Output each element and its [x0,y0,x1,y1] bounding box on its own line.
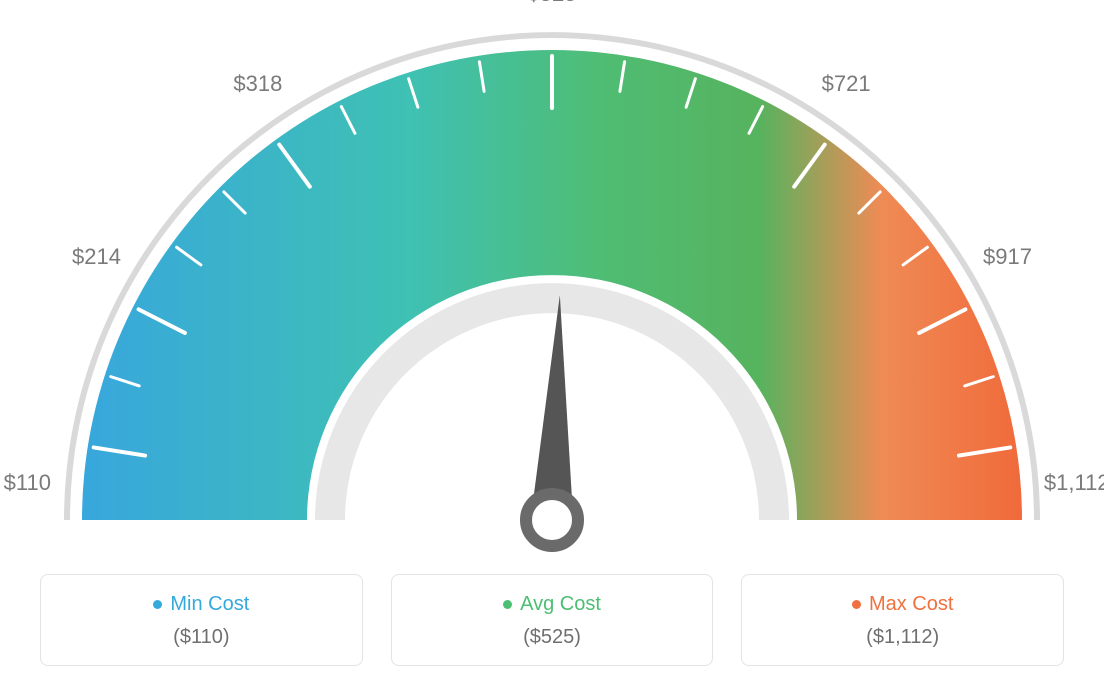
gauge-tick-label: $214 [72,244,121,270]
legend-value-min: ($110) [51,626,352,649]
legend-title-max: Max Cost [869,593,953,616]
gauge-tick-label: $721 [822,71,871,97]
legend-value-avg: ($525) [402,626,703,649]
legend-title-min: Min Cost [170,593,249,616]
gauge-tick-label: $110 [4,470,51,496]
legend-card-min: Min Cost ($110) [40,574,363,666]
legend-dot-avg [503,600,512,609]
gauge-chart: $110 $214 $318 $525 $721 $917 $1,112 [0,0,1104,560]
gauge-tick-label: $525 [528,0,577,7]
gauge-tick-label: $1,112 [1044,470,1104,496]
legend-value-max: ($1,112) [752,626,1053,649]
gauge-tick-label: $917 [983,244,1032,270]
legend-title-avg: Avg Cost [520,593,601,616]
cost-gauge-widget: $110 $214 $318 $525 $721 $917 $1,112 Min Cost … [0,0,1104,690]
legend-dot-min [153,600,162,609]
legend-card-max: Max Cost ($1,112) [741,574,1064,666]
legend-dot-max [852,600,861,609]
legend-card-avg: Avg Cost ($525) [391,574,714,666]
legend-row: Min Cost ($110) Avg Cost ($525) Max Cost… [40,574,1064,666]
gauge-tick-label: $318 [233,71,282,97]
